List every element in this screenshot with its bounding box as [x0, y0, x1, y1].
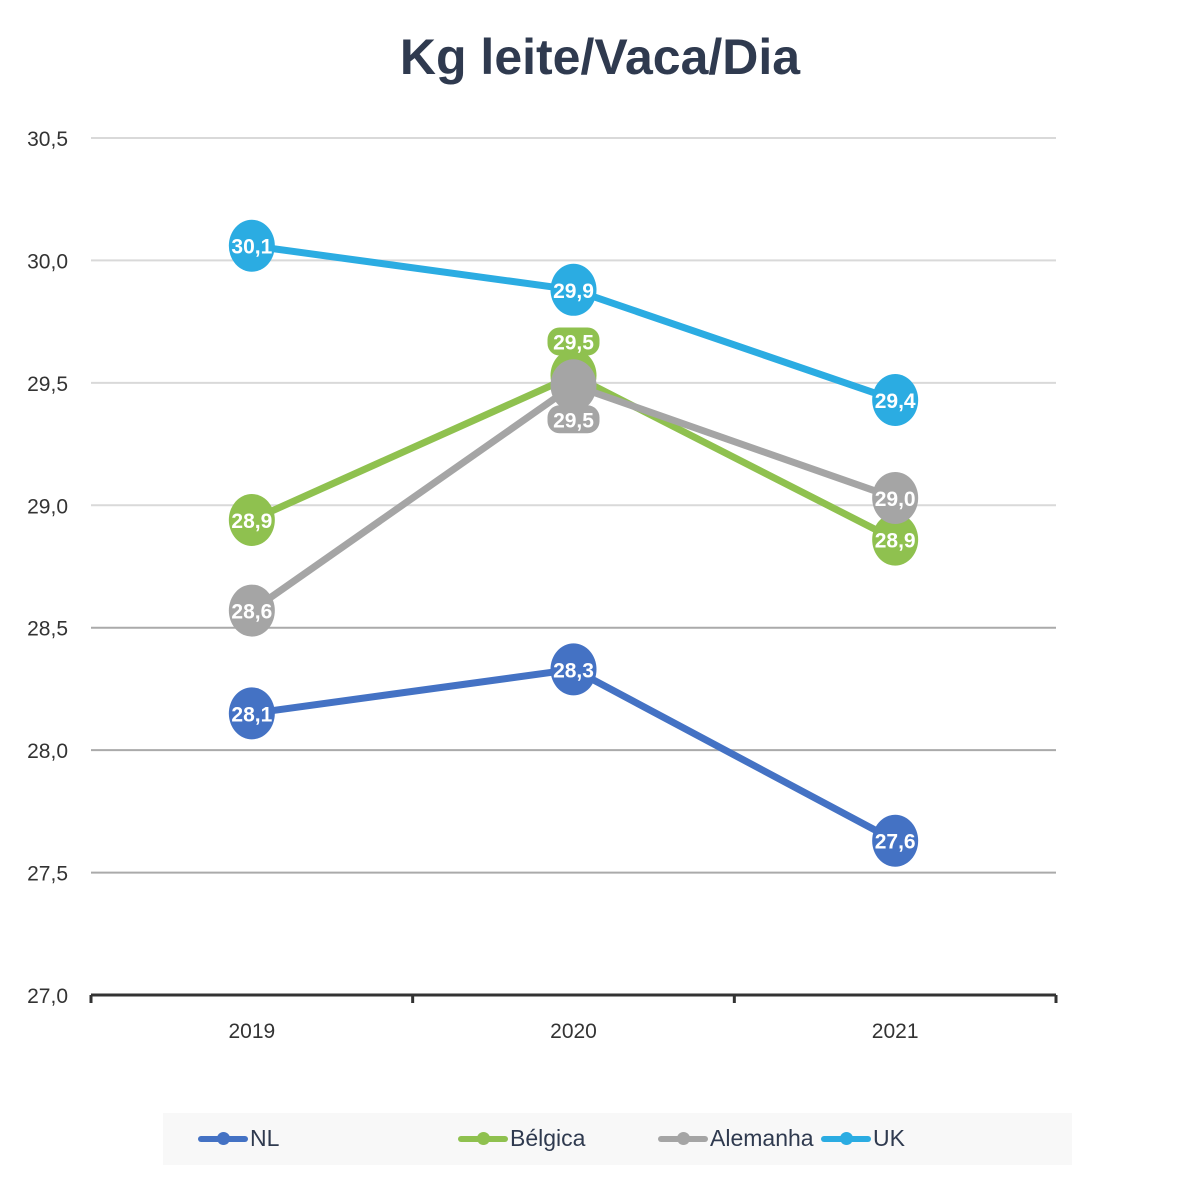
data-label: 28,9	[875, 530, 916, 553]
data-label: 28,9	[231, 510, 272, 533]
data-label: 28,3	[553, 659, 594, 682]
data-label: 29,0	[875, 488, 916, 511]
chart-title: Kg leite/Vaca/Dia	[399, 29, 801, 85]
data-point	[550, 263, 597, 316]
legend-item: Bélgica	[458, 1125, 585, 1152]
legend-item: NL	[198, 1125, 279, 1152]
x-tick-label: 2019	[228, 1020, 275, 1043]
data-point	[228, 493, 275, 546]
data-point	[872, 513, 919, 566]
y-tick-label: 27,5	[27, 863, 68, 886]
data-label: 27,6	[875, 831, 916, 854]
data-label: 29,4	[875, 390, 916, 413]
data-point	[872, 814, 919, 867]
y-tick-label: 30,5	[27, 128, 68, 151]
x-tick-label: 2020	[550, 1020, 597, 1043]
data-point	[550, 643, 597, 696]
data-point	[872, 471, 919, 524]
data-label: 28,6	[231, 601, 272, 624]
y-tick-label: 29,5	[27, 373, 68, 396]
data-point	[872, 373, 919, 426]
y-tick-label: 28,5	[27, 618, 68, 641]
legend-line-marker-icon	[198, 1131, 248, 1145]
legend-item: Alemanha	[658, 1125, 814, 1152]
data-label: 29,5	[553, 409, 594, 432]
data-label: 29,5	[553, 332, 594, 355]
data-label: 28,1	[231, 703, 272, 726]
legend-label: Bélgica	[510, 1125, 586, 1151]
data-label-background	[547, 405, 600, 434]
legend-label: NL	[250, 1125, 280, 1151]
y-tick-label: 29,0	[27, 495, 68, 518]
legend: NL Bélgica Alemanha UK	[163, 1113, 1072, 1165]
x-tick-label: 2021	[872, 1020, 919, 1043]
data-label-background	[547, 327, 600, 356]
legend-line-marker-icon	[821, 1131, 871, 1145]
data-point	[228, 219, 275, 272]
data-label: 30,1	[231, 236, 272, 259]
y-tick-label: 27,0	[27, 985, 68, 1008]
data-label: 29,9	[553, 280, 594, 303]
legend-label: UK	[873, 1125, 905, 1151]
data-point	[228, 687, 275, 740]
legend-line-marker-icon	[458, 1131, 508, 1145]
data-point	[550, 359, 597, 412]
legend-label: Alemanha	[710, 1125, 814, 1151]
y-tick-label: 30,0	[27, 250, 68, 273]
legend-line-marker-icon	[658, 1131, 708, 1145]
y-tick-label: 28,0	[27, 740, 68, 763]
data-point	[228, 584, 275, 637]
legend-item: UK	[821, 1125, 905, 1152]
